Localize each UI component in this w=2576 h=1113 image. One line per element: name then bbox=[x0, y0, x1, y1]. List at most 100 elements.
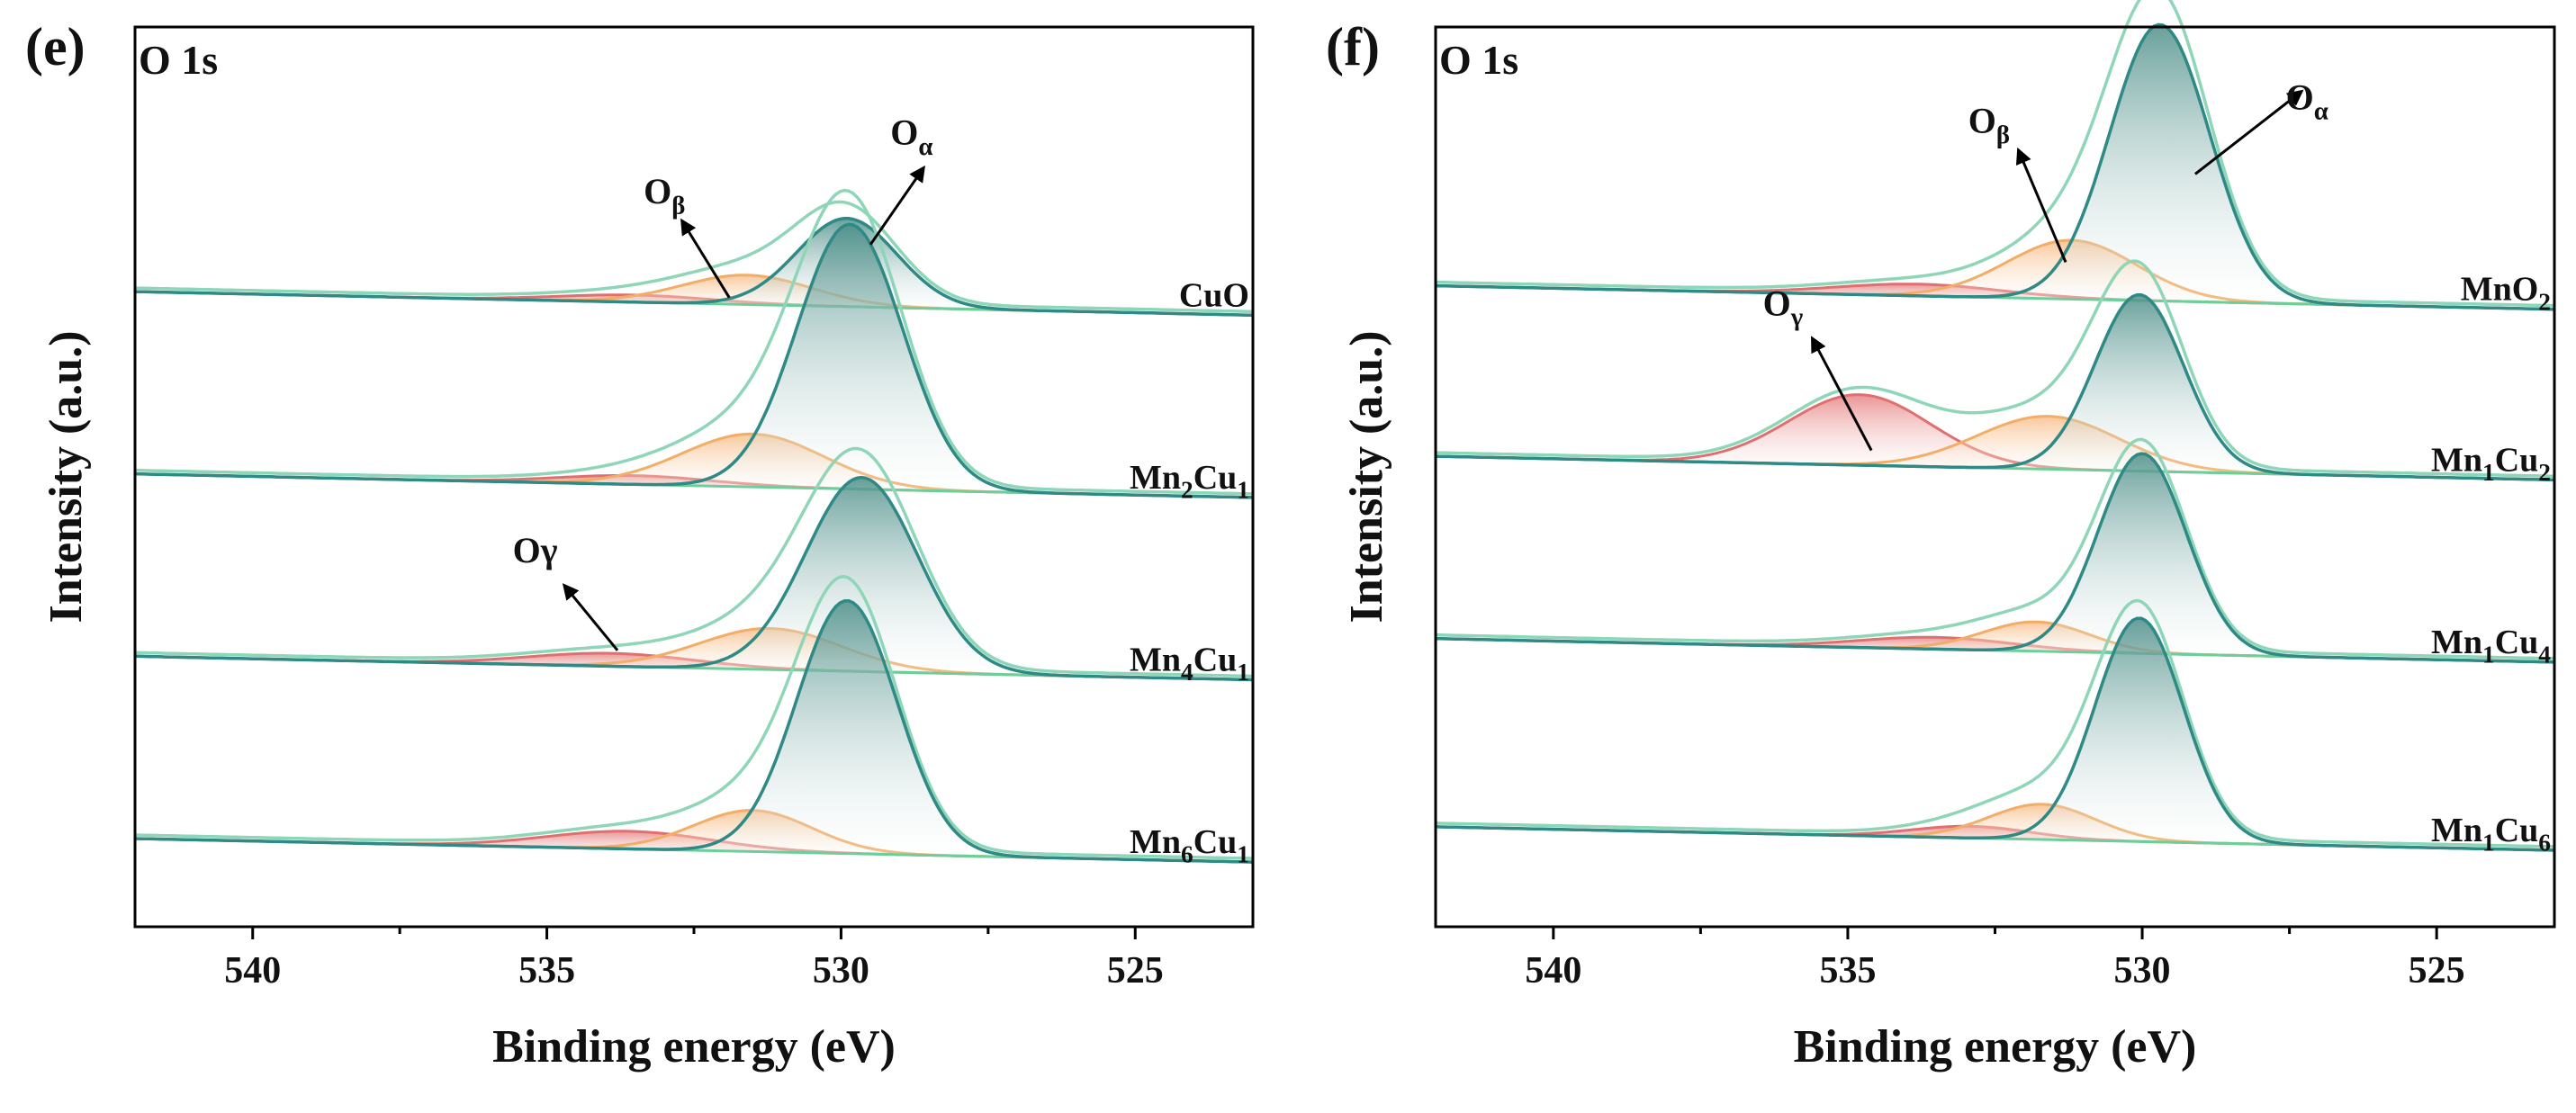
sample-label-part: Cu bbox=[2495, 624, 2539, 661]
sample-label-part: 2 bbox=[1181, 476, 1193, 503]
annotation-label-part: γ bbox=[540, 530, 558, 570]
panel-title: O 1s bbox=[1439, 37, 1518, 83]
sample-label-part: 4 bbox=[1181, 659, 1193, 686]
x-tick-label: 525 bbox=[1107, 950, 1164, 992]
sample-label-part: 1 bbox=[1237, 476, 1249, 503]
sample-label-part: Mn bbox=[2431, 812, 2482, 849]
o-beta-component-fill bbox=[135, 434, 1253, 498]
sample-label-part: 1 bbox=[2482, 641, 2495, 668]
sample-label-part: 6 bbox=[1181, 841, 1193, 868]
x-tick-label: 530 bbox=[2114, 950, 2171, 992]
sample-label: Mn1Cu4 bbox=[2431, 624, 2551, 669]
series-mn6cu1: Mn6Cu1 bbox=[134, 575, 1254, 868]
sample-label-part: Mn bbox=[1130, 823, 1181, 861]
o-beta-component-fill bbox=[1436, 240, 2554, 310]
annotation-label: Oγ bbox=[513, 530, 558, 570]
sample-label-part: MnO bbox=[2461, 271, 2539, 309]
annotation-label-part: O bbox=[513, 530, 541, 570]
panel-label: (e) bbox=[25, 17, 86, 76]
annotation-arrow bbox=[2015, 147, 2067, 264]
fit-line bbox=[1435, 22, 2555, 311]
panel-title: O 1s bbox=[139, 37, 218, 83]
sample-label-part: 2 bbox=[2538, 288, 2551, 315]
annotation-gamma: Oγ bbox=[513, 530, 619, 651]
sample-label-part: Mn bbox=[2431, 441, 2482, 479]
series-mn1cu4: Mn1Cu4 bbox=[1435, 437, 2555, 669]
annotation-label: Oβ bbox=[644, 171, 685, 220]
annotation-alpha: Oα bbox=[869, 112, 932, 246]
annotation-label-part: β bbox=[1996, 121, 2010, 149]
sample-label: Mn6Cu1 bbox=[1130, 823, 1249, 868]
sample-label-part: 1 bbox=[1237, 841, 1249, 868]
sample-label: Mn4Cu1 bbox=[1130, 641, 1249, 686]
x-axis-label: Binding energy (eV) bbox=[492, 1021, 896, 1073]
annotation-beta: Oβ bbox=[644, 171, 731, 299]
envelope-line bbox=[134, 188, 1254, 496]
series-cuo: CuO bbox=[134, 200, 1254, 318]
o-alpha-component-line bbox=[134, 599, 1254, 864]
sample-label-part: 6 bbox=[2538, 830, 2551, 857]
sample-label-part: 2 bbox=[2538, 459, 2551, 486]
envelope-line bbox=[1435, 598, 2555, 848]
annotation-arrow bbox=[2194, 89, 2304, 175]
o-beta-component-fill bbox=[135, 274, 1253, 316]
annotation-label-part: O bbox=[2286, 77, 2314, 118]
o-alpha-component-fill bbox=[135, 600, 1253, 863]
series-mn4cu1: Mn4Cu1 bbox=[134, 446, 1254, 686]
fit-line bbox=[1435, 292, 2555, 482]
y-axis-label: Intensity (a.u.) bbox=[41, 330, 92, 623]
sample-label-part: 1 bbox=[1237, 659, 1249, 686]
fit-line bbox=[1435, 452, 2555, 664]
sample-label: Mn2Cu1 bbox=[1130, 459, 1249, 504]
annotation-label: Oγ bbox=[1763, 283, 1804, 331]
envelope-line bbox=[134, 575, 1254, 860]
sample-label-part: Cu bbox=[1193, 641, 1238, 678]
sample-label-part: Cu bbox=[1193, 459, 1238, 497]
y-axis-label: Intensity (a.u.) bbox=[1341, 330, 1392, 623]
envelope-line bbox=[134, 200, 1254, 314]
sample-label: Mn1Cu2 bbox=[2431, 441, 2551, 486]
sample-label-part: Mn bbox=[1130, 459, 1181, 497]
panel-label: (f) bbox=[1326, 17, 1380, 76]
envelope-line bbox=[1435, 259, 2555, 479]
sample-label-part: CuO bbox=[1179, 276, 1249, 314]
fit-line bbox=[134, 599, 1254, 864]
annotation-label-part: γ bbox=[1790, 302, 1804, 331]
fit-line bbox=[134, 217, 1254, 318]
annotation-label-part: O bbox=[890, 112, 918, 153]
sample-label: MnO2 bbox=[2461, 271, 2551, 316]
annotation-arrow bbox=[680, 218, 731, 299]
x-tick-label: 540 bbox=[224, 950, 281, 992]
annotation-label-part: O bbox=[1968, 101, 1996, 141]
series-mn1cu6: Mn1Cu6 bbox=[1435, 598, 2555, 857]
o-beta-component-fill bbox=[135, 628, 1253, 680]
o-beta-component-fill bbox=[1436, 803, 2554, 850]
o-beta-component-fill bbox=[1436, 416, 2554, 480]
o-alpha-component-fill bbox=[1436, 24, 2554, 310]
annotation-alpha: Oα bbox=[2194, 77, 2328, 175]
sample-label-part: 4 bbox=[2538, 641, 2551, 668]
envelope-line bbox=[1435, 0, 2555, 308]
series-mno2: MnO2 bbox=[1435, 0, 2555, 316]
x-tick-label: 540 bbox=[1525, 950, 1581, 992]
x-tick-label: 535 bbox=[518, 950, 575, 992]
o-beta-component-fill bbox=[1436, 622, 2554, 662]
annotation-arrow bbox=[562, 583, 619, 651]
annotation-arrow bbox=[869, 165, 925, 246]
annotation-label-part: O bbox=[1763, 283, 1791, 323]
annotation-arrow bbox=[1811, 336, 1873, 452]
sample-label-part: Mn bbox=[1130, 641, 1181, 678]
annotation-label: Oα bbox=[890, 112, 932, 161]
annotation-label-part: α bbox=[918, 132, 932, 161]
series-mn1cu2: Mn1Cu2 bbox=[1435, 259, 2555, 486]
envelope-line bbox=[1435, 437, 2555, 660]
x-axis-label: Binding energy (eV) bbox=[1794, 1021, 2197, 1073]
sample-label-part: Cu bbox=[1193, 823, 1238, 861]
sample-label-part: Cu bbox=[2495, 441, 2539, 479]
sample-label-part: 1 bbox=[2482, 830, 2495, 857]
fit-line bbox=[1435, 616, 2555, 852]
o-beta-component-fill bbox=[135, 810, 1253, 863]
fit-line bbox=[134, 475, 1254, 682]
